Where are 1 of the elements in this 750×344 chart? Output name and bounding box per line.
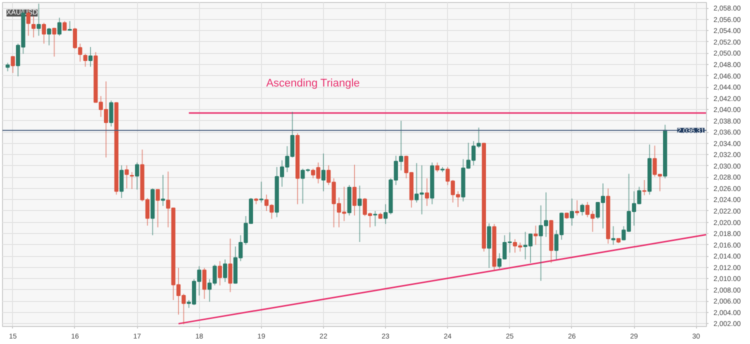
annotation: Ascending Triangle <box>266 78 360 90</box>
